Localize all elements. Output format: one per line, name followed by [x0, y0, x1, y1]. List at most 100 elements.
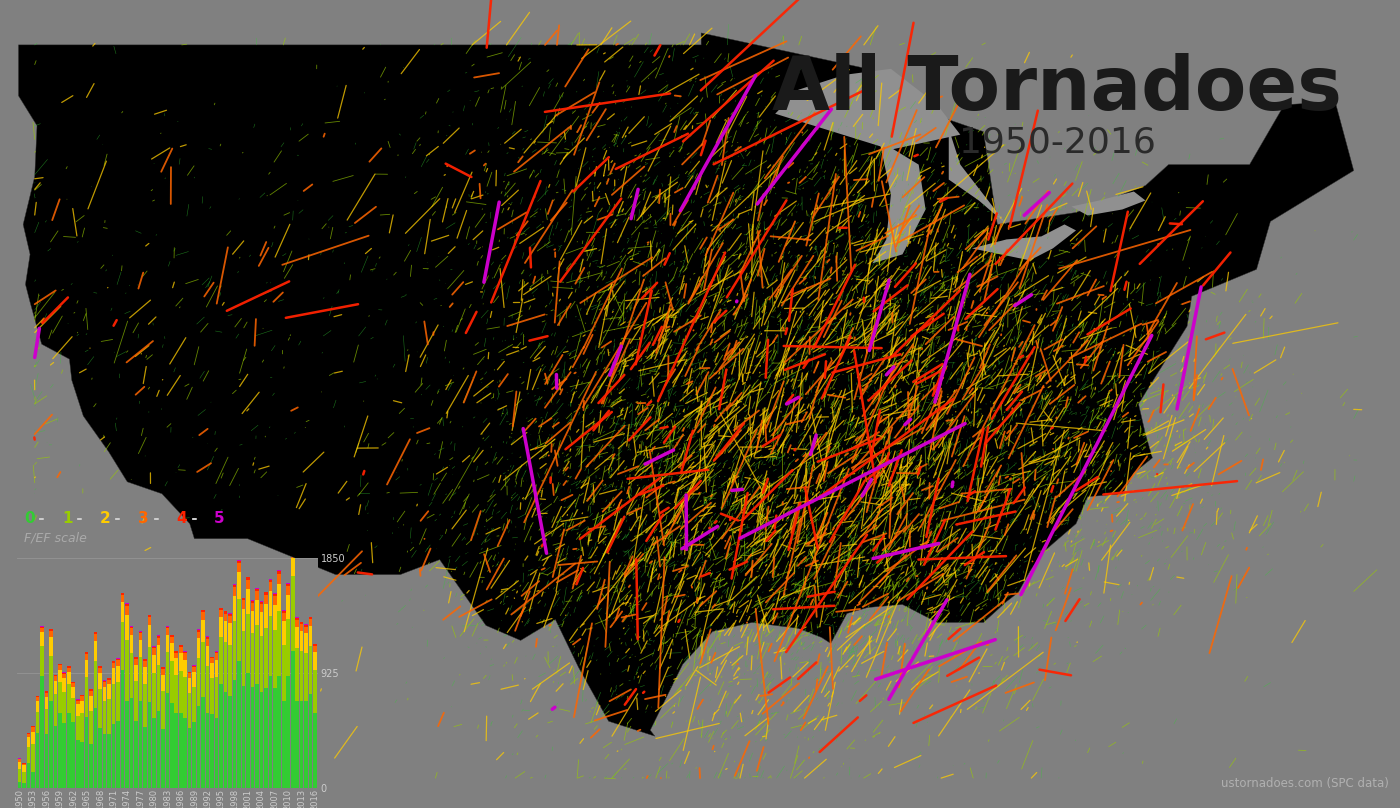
- Bar: [49, 701, 53, 788]
- Bar: [157, 636, 160, 638]
- Bar: [255, 684, 259, 788]
- Polygon shape: [872, 141, 925, 263]
- Bar: [175, 659, 178, 675]
- Bar: [277, 574, 281, 583]
- Bar: [90, 744, 92, 788]
- Bar: [197, 638, 200, 659]
- Bar: [314, 652, 316, 670]
- Bar: [153, 646, 155, 648]
- Bar: [265, 688, 267, 788]
- Bar: [197, 705, 200, 788]
- Bar: [125, 701, 129, 788]
- Bar: [309, 626, 312, 646]
- Bar: [210, 714, 214, 788]
- Bar: [188, 728, 192, 788]
- Bar: [300, 651, 304, 701]
- Bar: [214, 659, 218, 677]
- Bar: [242, 608, 245, 631]
- Bar: [232, 587, 237, 596]
- Bar: [157, 710, 160, 788]
- Bar: [31, 732, 35, 744]
- Bar: [94, 632, 98, 634]
- Bar: [287, 583, 290, 586]
- Bar: [228, 616, 232, 624]
- Bar: [179, 654, 182, 671]
- Text: 1: 1: [62, 511, 73, 526]
- Bar: [98, 666, 102, 667]
- Text: 1950-2016: 1950-2016: [959, 125, 1155, 159]
- Bar: [71, 687, 76, 698]
- Bar: [80, 742, 84, 788]
- Bar: [214, 718, 218, 788]
- Bar: [300, 701, 304, 788]
- Bar: [175, 651, 178, 653]
- Bar: [35, 696, 39, 697]
- Bar: [304, 633, 308, 654]
- Bar: [143, 684, 147, 727]
- Bar: [251, 611, 255, 633]
- Bar: [63, 672, 66, 674]
- Bar: [300, 622, 304, 624]
- Bar: [139, 640, 143, 657]
- Bar: [255, 625, 259, 684]
- Bar: [259, 636, 263, 692]
- Bar: [102, 701, 106, 734]
- Bar: [165, 693, 169, 788]
- Bar: [153, 673, 155, 718]
- Bar: [85, 677, 88, 717]
- Bar: [246, 578, 249, 580]
- Bar: [53, 675, 57, 676]
- Text: -: -: [109, 511, 126, 526]
- Bar: [130, 654, 133, 698]
- Bar: [246, 589, 249, 613]
- Bar: [80, 695, 84, 696]
- Bar: [139, 701, 143, 788]
- Bar: [206, 713, 210, 788]
- Bar: [224, 621, 227, 642]
- Bar: [22, 764, 25, 765]
- Bar: [80, 701, 84, 713]
- Bar: [273, 605, 277, 629]
- Bar: [246, 580, 249, 589]
- Bar: [224, 613, 227, 621]
- Bar: [85, 717, 88, 788]
- Text: -: -: [147, 511, 164, 526]
- Bar: [228, 696, 232, 788]
- Bar: [242, 598, 245, 600]
- Bar: [153, 718, 155, 788]
- Bar: [22, 765, 25, 772]
- Bar: [161, 691, 165, 730]
- Bar: [291, 529, 294, 531]
- Bar: [116, 659, 120, 660]
- Bar: [273, 594, 277, 596]
- Bar: [287, 595, 290, 618]
- Bar: [76, 716, 80, 740]
- Bar: [175, 713, 178, 788]
- Bar: [27, 763, 31, 788]
- Bar: [269, 591, 272, 616]
- Bar: [130, 629, 133, 635]
- Bar: [304, 625, 308, 627]
- Bar: [295, 648, 300, 701]
- Bar: [27, 747, 31, 763]
- Bar: [300, 631, 304, 651]
- Bar: [228, 614, 232, 616]
- Bar: [161, 730, 165, 788]
- Bar: [35, 701, 39, 712]
- Polygon shape: [972, 225, 1077, 260]
- Bar: [35, 733, 39, 788]
- Bar: [41, 627, 43, 628]
- Bar: [18, 760, 21, 762]
- Bar: [125, 604, 129, 606]
- Bar: [281, 645, 286, 701]
- Bar: [309, 617, 312, 619]
- Bar: [265, 629, 267, 688]
- Bar: [53, 681, 57, 694]
- Bar: [139, 657, 143, 701]
- Bar: [45, 697, 48, 709]
- Bar: [45, 734, 48, 788]
- Bar: [269, 580, 272, 583]
- Bar: [287, 586, 290, 595]
- Bar: [98, 728, 102, 788]
- Bar: [22, 772, 25, 783]
